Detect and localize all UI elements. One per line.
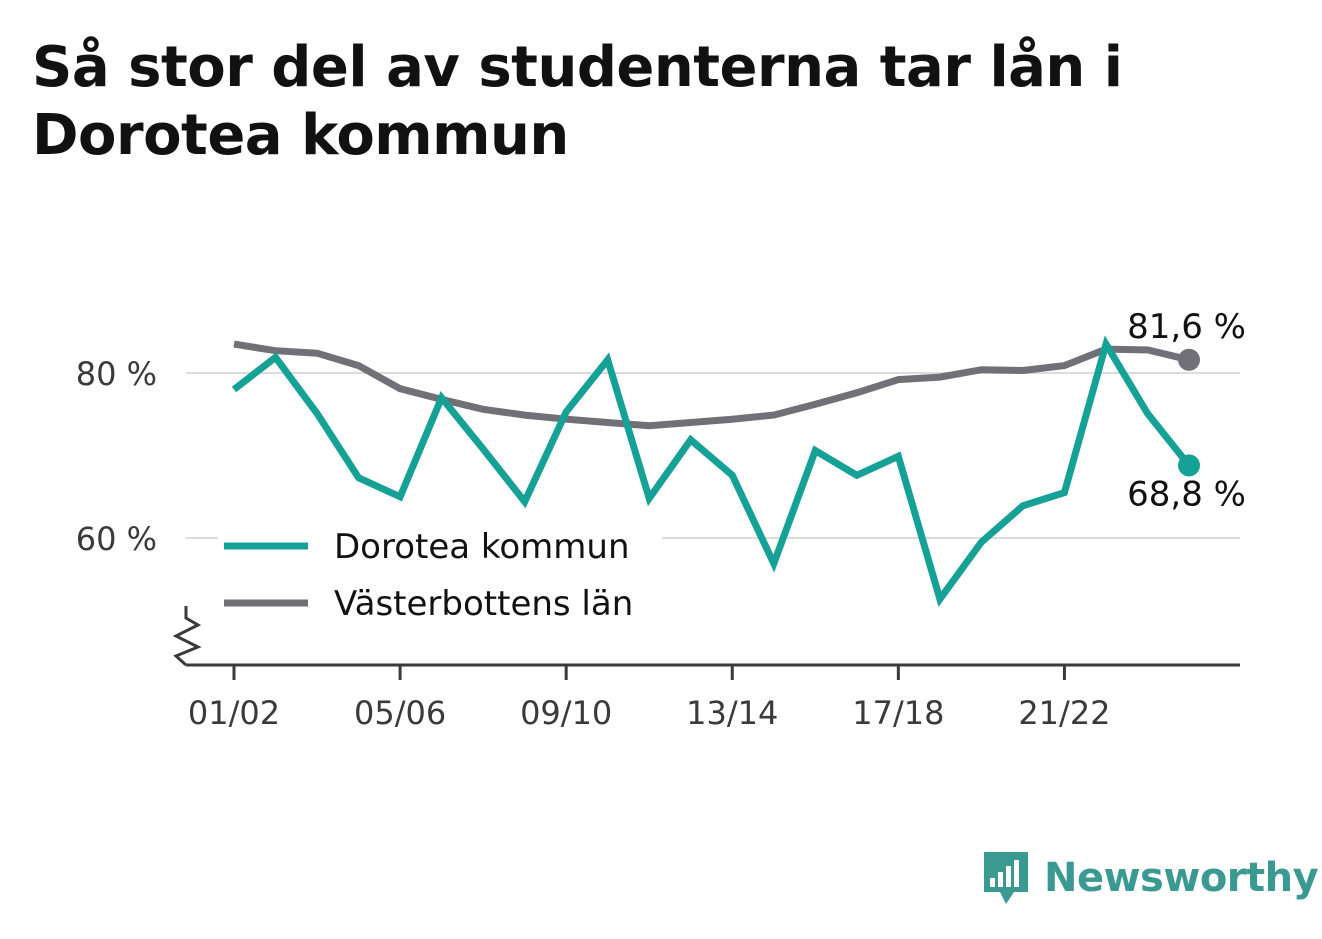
y-tick-label: 80 % <box>76 355 157 393</box>
series-line-dorotea <box>231 335 1192 607</box>
series-line-vasterbotten <box>233 340 1190 430</box>
y-tick-label: 60 % <box>76 520 157 558</box>
x-tick-label: 01/02 <box>188 694 280 732</box>
newsworthy-logo-icon <box>984 852 1028 904</box>
brand-logo: Newsworthy <box>980 848 1319 908</box>
chart-title: Så stor del av studenterna tar lån i Dor… <box>32 35 1123 168</box>
axes: 01/02 05/06 09/10 13/14 17/18 21/22 <box>172 606 1240 732</box>
end-value-label: 68,8 % <box>1127 474 1246 514</box>
x-tick-label: 05/06 <box>354 694 446 732</box>
legend-label: Västerbottens län <box>334 584 633 624</box>
gridlines: 60 % 80 % <box>76 355 1240 558</box>
x-tick-label: 17/18 <box>852 694 944 732</box>
legend-label: Dorotea kommun <box>334 527 630 567</box>
series-lines <box>231 335 1192 607</box>
x-tick-label: 21/22 <box>1018 694 1110 732</box>
end-point-marker <box>1178 454 1200 477</box>
x-tick-label: 13/14 <box>686 694 778 732</box>
brand-name: Newsworthy <box>1044 855 1319 901</box>
end-markers: 68,8 % 81,6 % <box>1127 307 1246 515</box>
x-tick-label: 09/10 <box>520 694 612 732</box>
legend-background <box>218 532 662 638</box>
end-point-marker <box>1178 348 1200 371</box>
end-value-label: 81,6 % <box>1127 307 1246 347</box>
axis-break-icon <box>172 606 202 667</box>
legend: Dorotea kommun Västerbottens län <box>218 527 662 638</box>
